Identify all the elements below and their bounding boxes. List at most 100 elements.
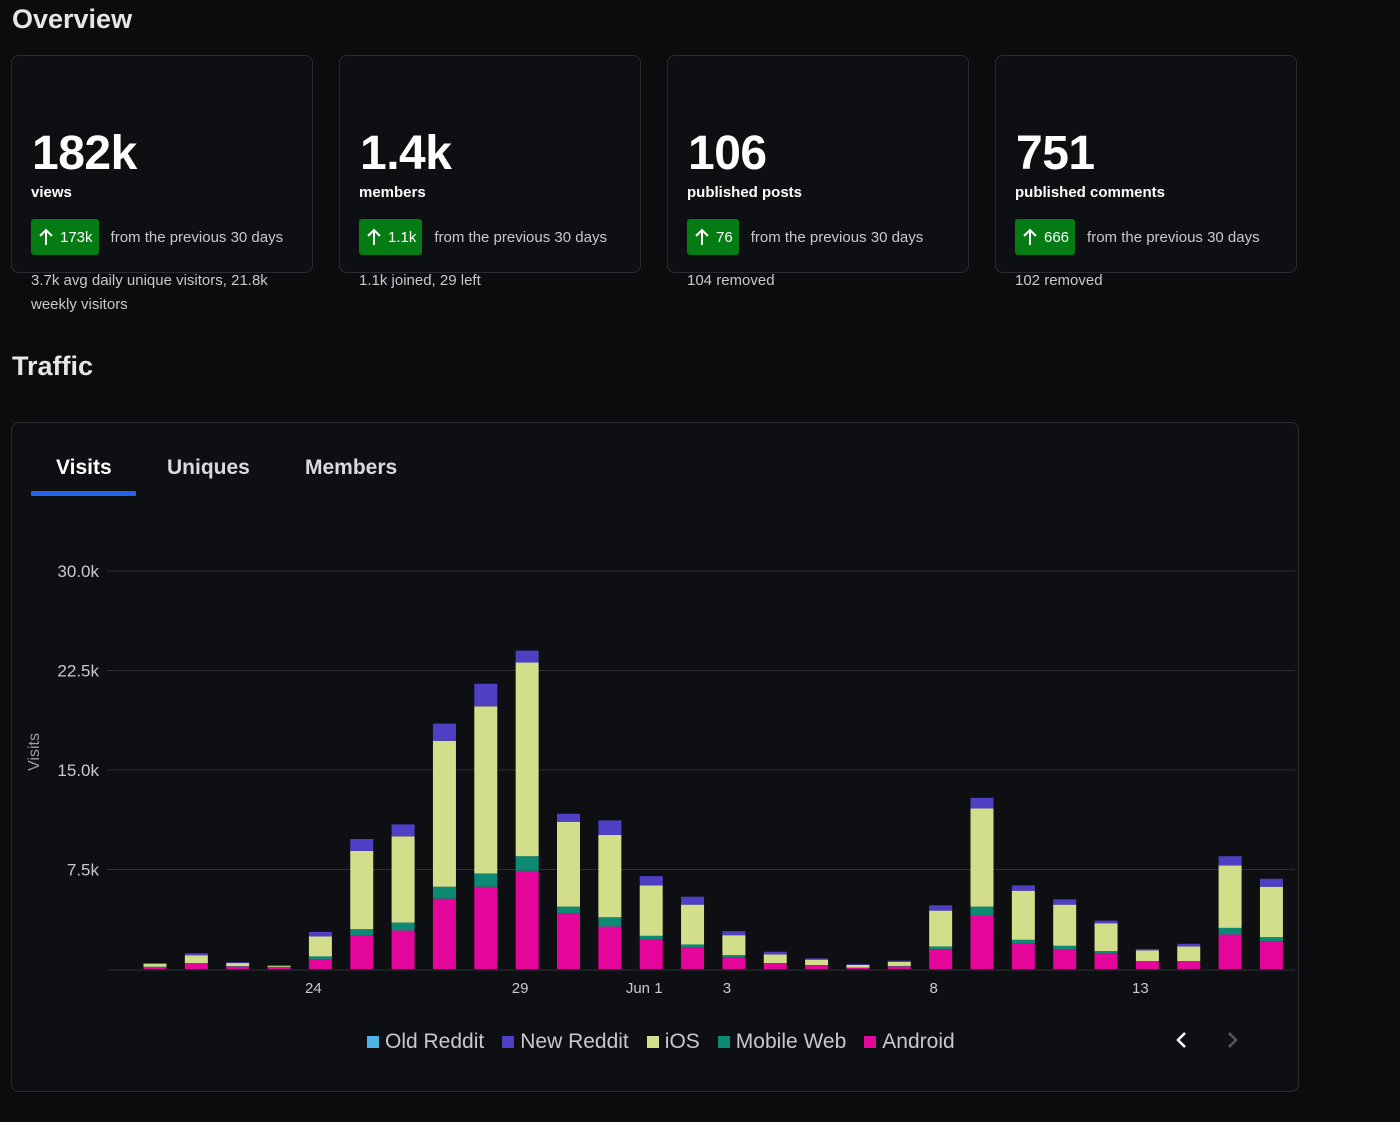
legend-swatch: [367, 1036, 379, 1048]
bar-segment: [763, 954, 787, 964]
bar-segment: [970, 915, 994, 969]
bar-segment: [805, 965, 829, 969]
tab-visits[interactable]: Visits: [56, 456, 112, 479]
legend-item-mobile-web[interactable]: Mobile Web: [717, 1030, 846, 1054]
previous-page-button[interactable]: [1172, 1027, 1192, 1060]
stat-card-posts: 106 published posts 76 from the previous…: [667, 55, 969, 289]
change-note: from the previous 30 days: [750, 228, 924, 246]
bar-segment: [887, 960, 911, 962]
stat-change: 76 from the previous 30 days: [687, 219, 923, 255]
bar-segment: [267, 966, 291, 968]
bar-segment: [432, 898, 456, 969]
bar-segment: [557, 813, 580, 822]
stat-label: published comments: [1015, 184, 1166, 201]
y-tick-label: 30.0k: [57, 562, 99, 581]
bar-segment: [308, 956, 332, 960]
bar-segment: [722, 955, 746, 958]
bar-segment: [846, 964, 870, 968]
stat-change: 173k from the previous 30 days: [31, 219, 283, 255]
legend-label: iOS: [664, 1030, 700, 1053]
bar-segment: [143, 963, 167, 964]
bar-segment: [474, 683, 498, 707]
y-tick-label: 22.5k: [57, 662, 99, 681]
bar-segment: [1011, 885, 1035, 891]
x-tick-label: 3: [723, 980, 731, 997]
delta-badge: 666: [1015, 219, 1076, 255]
bar-segment: [1259, 937, 1283, 942]
legend-item-new-reddit[interactable]: New Reddit: [502, 1030, 629, 1054]
stat-detail: 104 removed: [687, 272, 775, 289]
bar-segment: [929, 910, 953, 947]
bar-segment: [887, 965, 911, 967]
bar-segment: [1259, 886, 1283, 938]
legend-label: New Reddit: [520, 1030, 629, 1053]
delta-badge: 76: [687, 219, 739, 255]
legend-item-android[interactable]: Android: [864, 1030, 955, 1054]
bar-segment: [184, 955, 208, 964]
tab-uniques[interactable]: Uniques: [167, 456, 250, 479]
bar-segment: [598, 917, 622, 927]
bar-segment: [681, 947, 705, 969]
bar-segment: [681, 896, 705, 905]
bar-segment: [929, 949, 953, 969]
stat-detail: 1.1k joined, 29 left: [359, 272, 481, 289]
bar-segment: [929, 905, 953, 911]
legend-item-ios[interactable]: iOS: [646, 1030, 700, 1054]
bar-segment: [722, 931, 746, 936]
bar-segment: [557, 906, 580, 914]
y-axis-label: Visits: [26, 733, 43, 771]
active-tab-indicator: [31, 491, 136, 496]
bar-segment: [929, 946, 953, 950]
chart-legend: Old Reddit New Reddit iOS Mobile Web And…: [367, 1030, 973, 1054]
bar-segment: [432, 886, 456, 899]
stat-label: members: [359, 184, 426, 201]
bar-segment: [308, 959, 332, 969]
bar-segment: [805, 959, 829, 966]
bar-segment: [143, 967, 167, 969]
bar-segment: [474, 706, 498, 874]
bar-segment: [639, 935, 663, 940]
bar-segment: [1053, 899, 1077, 905]
chevron-right-icon: [1228, 1032, 1238, 1048]
change-note: from the previous 30 days: [434, 228, 607, 246]
delta-value: 173k: [60, 228, 93, 246]
x-tick-label: Jun 1: [626, 980, 663, 997]
bar-segment: [722, 957, 746, 969]
x-tick-label: 8: [929, 980, 937, 997]
bar-segment: [805, 958, 829, 960]
bar-segment: [1135, 950, 1159, 962]
bar-segment: [1135, 961, 1159, 962]
x-tick-label: 29: [512, 980, 529, 997]
arrow-up-icon: [695, 228, 709, 245]
legend-label: Old Reddit: [385, 1030, 485, 1053]
bar-segment: [970, 906, 994, 916]
bar-segment: [1053, 949, 1077, 969]
x-tick-label: 24: [305, 980, 322, 997]
arrow-up-icon: [39, 228, 53, 245]
next-page-button[interactable]: [1222, 1027, 1242, 1060]
stat-detail: 102 removed: [1015, 272, 1103, 289]
bar-segment: [226, 966, 250, 969]
bar-segment: [350, 850, 374, 930]
delta-badge: 173k: [31, 219, 99, 255]
bar-segment: [515, 856, 539, 871]
bar-segment: [681, 944, 705, 948]
bar-segment: [1135, 949, 1159, 951]
legend-item-old-reddit[interactable]: Old Reddit: [367, 1030, 484, 1054]
legend-label: Android: [882, 1030, 955, 1053]
bar-segment: [1135, 961, 1159, 969]
y-tick-label: 15.0k: [57, 761, 99, 780]
bar-segment: [639, 939, 663, 969]
bar-segment: [598, 835, 622, 918]
traffic-heading: Traffic: [12, 351, 94, 381]
arrow-up-icon: [367, 228, 381, 245]
bar-segment: [763, 963, 787, 969]
bar-segment: [1053, 945, 1077, 950]
change-note: from the previous 30 days: [110, 228, 284, 246]
tab-members[interactable]: Members: [305, 456, 398, 479]
bar-segment: [887, 966, 911, 969]
bar-segment: [639, 885, 663, 936]
bar-segment: [308, 931, 332, 937]
delta-value: 76: [716, 228, 733, 246]
bar-segment: [1177, 961, 1201, 969]
